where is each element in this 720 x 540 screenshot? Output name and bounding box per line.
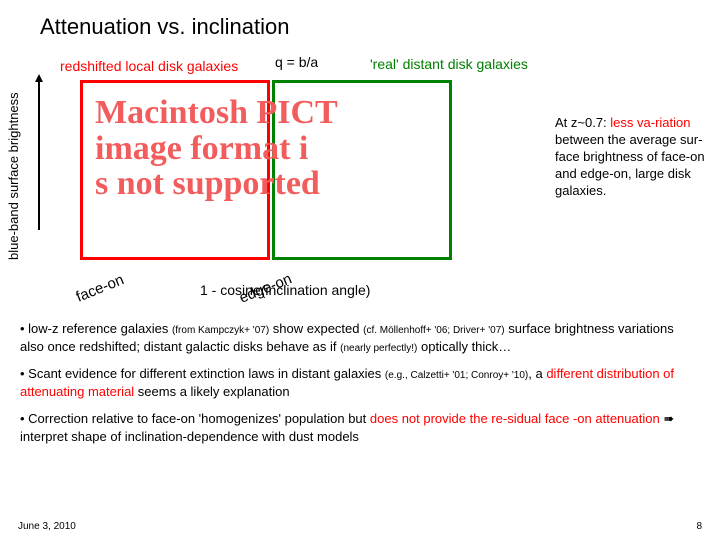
- bullet-text: , a: [528, 366, 546, 381]
- bullet-text: • low-z reference galaxies: [20, 321, 172, 336]
- panel-redshifted: [80, 80, 270, 260]
- bullet-cite: (nearly perfectly!): [340, 343, 417, 354]
- panel-distant: [272, 80, 452, 260]
- right-annotation: At z~0.7: less va-riation between the av…: [555, 115, 710, 199]
- footer-date: June 3, 2010: [18, 521, 76, 532]
- bullet-cite: (cf. Möllenhoff+ '06; Driver+ '07): [363, 325, 504, 336]
- yaxis-arrow-icon: [38, 80, 40, 230]
- bullet-2: • Scant evidence for different extinctio…: [20, 365, 700, 400]
- q-ratio-label: q = b/a: [275, 54, 318, 70]
- bullet-text: show expected: [269, 321, 363, 336]
- y-axis-label: blue-band surface brightness: [6, 92, 21, 260]
- page-number: 8: [696, 521, 702, 532]
- distant-label: 'real' distant disk galaxies: [370, 56, 528, 72]
- note-highlight: less va-riation: [610, 115, 690, 130]
- bullet-1: • low-z reference galaxies (from Kampczy…: [20, 320, 700, 355]
- bullet-text: seems a likely explanation: [134, 384, 289, 399]
- slide-title: Attenuation vs. inclination: [40, 14, 290, 40]
- bullet-text: • Correction relative to face-on 'homoge…: [20, 411, 370, 426]
- note-text: At z~0.7:: [555, 115, 610, 130]
- bullet-list: • low-z reference galaxies (from Kampczy…: [20, 320, 700, 455]
- x-axis-label: 1 - cosine(inclination angle): [200, 282, 370, 298]
- bullet-3: • Correction relative to face-on 'homoge…: [20, 410, 700, 445]
- bullet-cite: (e.g., Calzetti+ '01; Conroy+ '10): [385, 370, 528, 381]
- redshifted-label: redshifted local disk galaxies: [60, 58, 238, 74]
- bullet-text: optically thick…: [417, 339, 511, 354]
- faceon-label: face-on: [74, 271, 127, 306]
- bullet-highlight: does not provide the re-sidual face -on …: [370, 411, 660, 426]
- bullet-text: • Scant evidence for different extinctio…: [20, 366, 385, 381]
- bullet-cite: (from Kampczyk+ '07): [172, 325, 269, 336]
- note-text: between the average sur-face brightness …: [555, 132, 705, 198]
